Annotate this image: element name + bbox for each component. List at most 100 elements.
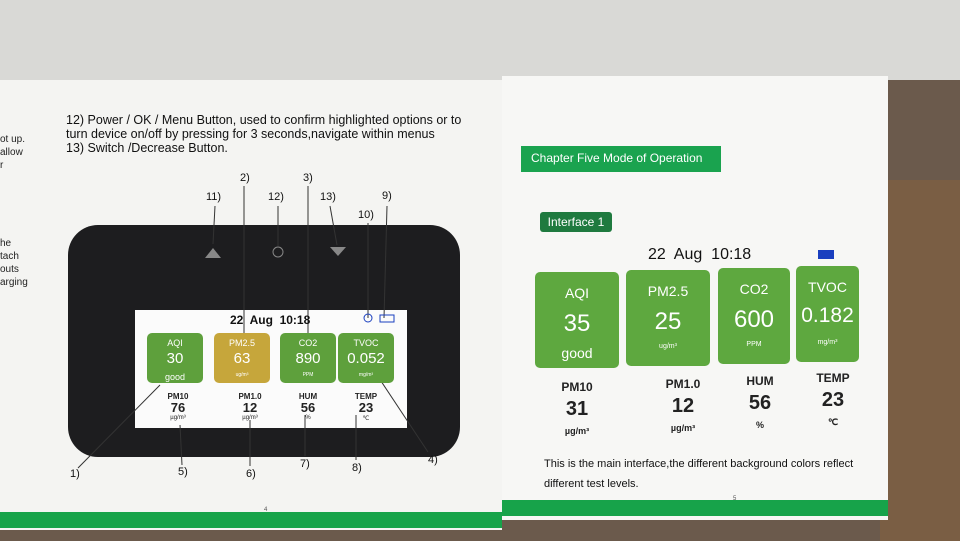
stat-unit: µg/m³ (242, 415, 258, 421)
green-strip (502, 500, 888, 516)
stat-label: TEMP (354, 392, 378, 401)
metric-tile (535, 272, 619, 368)
tile-value: 35 (563, 310, 591, 337)
up-button (205, 248, 221, 258)
edge-text: tach (0, 251, 19, 262)
tile-value: 30 (166, 350, 184, 367)
callout-label: 11) (206, 191, 222, 203)
callout-label: 4) (428, 454, 438, 466)
tile-value: 0.052 (347, 350, 385, 367)
callout-label: 9) (382, 190, 392, 202)
battery-icon (818, 250, 834, 259)
tile-label: PM2.5 (647, 283, 689, 299)
tile-sub: ug/m³ (235, 372, 249, 378)
page-number: 4 (264, 507, 268, 513)
tile-sub: PPM (302, 372, 314, 378)
power-button (272, 246, 284, 258)
tile-value: 890 (295, 350, 321, 367)
tile-value: 63 (233, 350, 251, 367)
caption-line: different test levels. (544, 478, 639, 490)
metric-tile (718, 268, 790, 364)
metric-tile (796, 266, 859, 362)
tile-sub: ug/m³ (659, 343, 677, 350)
chapter-title: Chapter Five Mode of Operation (531, 151, 703, 165)
table-top (0, 0, 960, 80)
callout-label: 2) (240, 172, 250, 184)
callout-label: 6) (246, 468, 256, 480)
callout-label: 13) (320, 191, 336, 203)
tile-value: 600 (733, 306, 775, 333)
stat-label: HUM (298, 392, 318, 401)
date-time: 22 Aug 10:18 (230, 313, 311, 327)
tile-label: AQI (564, 285, 590, 301)
badge-text: Interface 1 (547, 215, 605, 229)
instruction-line: 12) Power / OK / Menu Button, used to co… (66, 113, 462, 127)
tile-label: PM2.5 (228, 338, 255, 348)
down-button (330, 247, 346, 256)
edge-text: outs (0, 264, 19, 275)
tile-sub: mg/m³ (358, 372, 374, 378)
stat-label: HUM (746, 374, 774, 388)
tile-sub: mg/m³ (817, 339, 838, 346)
wood (880, 180, 960, 541)
tile-label: AQI (167, 338, 183, 348)
stat-unit: ℃ (362, 416, 370, 422)
tile-sub: good (561, 345, 593, 361)
callout-label: 10) (358, 209, 374, 221)
stat-label: PM10 (561, 380, 593, 394)
callout-label: 8) (352, 462, 362, 474)
metric-tile (147, 333, 203, 383)
edge-text: ot up. (0, 134, 26, 145)
edge-text: r (0, 160, 4, 171)
date-time: 22 Aug 10:18 (648, 246, 752, 263)
edge-text: allow (0, 147, 23, 158)
green-strip (0, 512, 502, 528)
edge-text: he (0, 238, 12, 249)
stat-unit: % (305, 415, 311, 421)
badge (540, 212, 612, 232)
stat-unit: µg/m³ (564, 426, 590, 436)
stat-unit: ℃ (827, 417, 839, 427)
page-number: 5 (733, 496, 737, 502)
metric-tile (626, 270, 710, 366)
stat-unit: % (755, 420, 764, 430)
callout-label: 5) (178, 466, 188, 478)
metric-tile (280, 333, 336, 383)
callout-label: 7) (300, 458, 310, 470)
metric-tile (338, 333, 394, 383)
stat-label: PM1.0 (238, 392, 262, 401)
stat-value: 56 (748, 392, 772, 414)
stat-value: 31 (565, 398, 589, 420)
stat-unit: µg/m³ (670, 423, 696, 433)
tile-label: CO2 (739, 281, 769, 297)
tile-label: TVOC (353, 338, 379, 348)
tile-value: 25 (654, 308, 682, 335)
instruction-line: turn device on/off by pressing for 3 sec… (66, 127, 435, 141)
callout-lines (77, 186, 429, 469)
stat-value: 56 (300, 400, 316, 415)
stat-unit: µg/m³ (170, 415, 186, 421)
tile-sub: good (164, 372, 186, 382)
battery-icon (379, 314, 395, 323)
edge-text: arging (0, 277, 28, 288)
callout-label: 12) (268, 191, 284, 203)
alarm-icon (363, 313, 373, 323)
stat-label: TEMP (816, 371, 850, 385)
stat-value: 76 (170, 400, 186, 415)
chapter-bar (521, 146, 721, 172)
callout-label: 3) (303, 172, 313, 184)
metric-tile (214, 333, 270, 383)
stat-label: PM10 (167, 392, 189, 401)
tile-label: TVOC (808, 279, 847, 295)
caption-line: This is the main interface,the different… (544, 458, 854, 470)
stat-value: 23 (821, 389, 845, 411)
callout-label: 1) (70, 468, 80, 480)
stat-value: 12 (242, 400, 258, 415)
tile-value: 0.182 (801, 304, 854, 327)
stat-value: 12 (671, 395, 695, 417)
stat-label: PM1.0 (665, 377, 701, 391)
stat-value: 23 (358, 400, 374, 415)
tile-sub: PPM (746, 341, 762, 348)
tile-label: CO2 (298, 338, 318, 348)
